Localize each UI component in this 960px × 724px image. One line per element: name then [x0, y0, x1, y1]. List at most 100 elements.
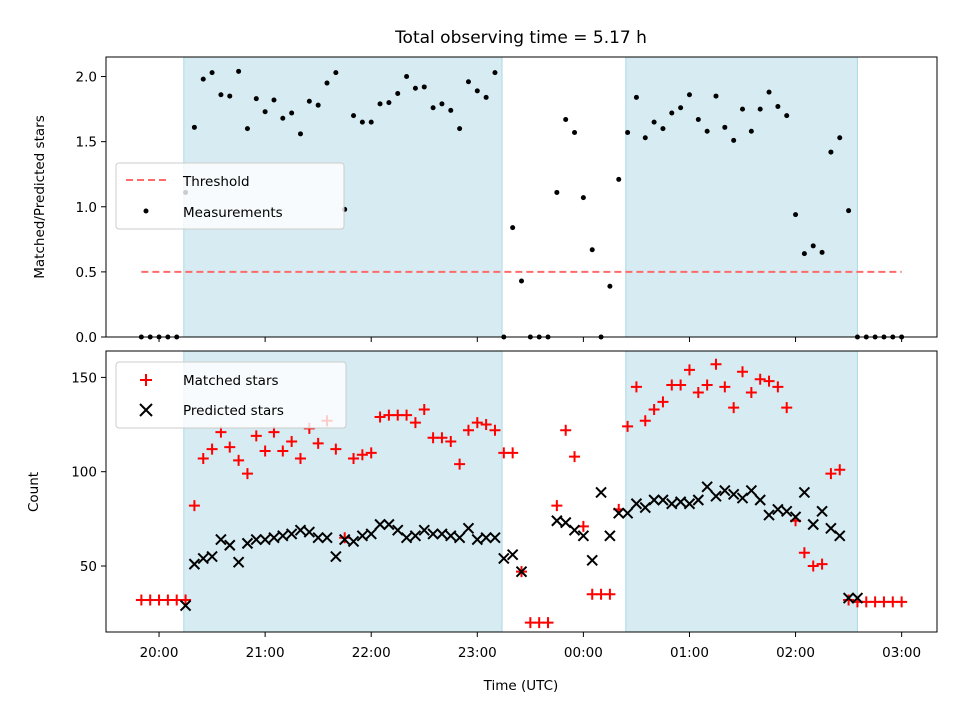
matched-stars-point: [692, 386, 704, 398]
predicted-stars-point: [259, 533, 271, 546]
measurement-point: [625, 130, 631, 136]
predicted-stars-point: [674, 496, 687, 508]
top-y-tick-label: 1.0: [76, 200, 97, 216]
matched-stars-point: [675, 379, 687, 391]
predicted-stars-point: [436, 528, 448, 540]
matched-stars-point: [445, 436, 457, 448]
threshold-legend-label: Threshold: [182, 174, 250, 190]
measurement-point: [191, 124, 197, 130]
measurement-point: [554, 189, 560, 195]
top-legend: Threshold Measurements: [115, 162, 345, 230]
matched-stars-point: [188, 500, 200, 512]
predicted-stars-point: [418, 524, 430, 536]
measurement-point: [483, 94, 489, 100]
matched-stars-point: [745, 386, 757, 398]
x-tick-label: 02:00: [776, 645, 815, 661]
predicted-stars-point: [595, 486, 607, 499]
matched-stars-point: [604, 588, 616, 600]
matched-stars-point: [418, 403, 430, 415]
measurement-point: [333, 70, 339, 76]
measurement-point: [351, 113, 357, 119]
measurement-point: [563, 117, 569, 123]
measurement-point: [244, 126, 250, 132]
measurement-point: [748, 128, 754, 134]
matched-stars-point: [294, 452, 306, 464]
predicted-stars-point: [745, 484, 758, 497]
measurement-point: [200, 76, 206, 82]
predicted-stars-point: [356, 530, 369, 542]
matched-stars-point: [569, 451, 581, 463]
matched-stars-point: [206, 443, 218, 455]
matched-stars-point: [224, 441, 236, 453]
measurement-point: [678, 105, 684, 111]
bottom-observing-interval: [625, 351, 858, 632]
matched-stars-point: [816, 558, 828, 570]
predicted-stars-point: [277, 530, 289, 542]
measurement-point: [457, 126, 463, 132]
predicted-stars-point: [197, 552, 209, 565]
predicted-stars-point: [630, 498, 643, 510]
predicted-stars-point: [727, 488, 740, 501]
predicted-stars-point: [224, 539, 236, 551]
bottom-legend: Matched stars Predicted stars: [115, 361, 347, 429]
matched-stars-point: [241, 468, 253, 480]
predicted-stars-point: [347, 535, 360, 548]
matched-stars-point: [772, 381, 784, 393]
matched-stars-point: [507, 447, 519, 459]
measurement-point: [421, 84, 427, 90]
matched-stars-point: [277, 445, 289, 457]
measurement-point: [704, 128, 710, 134]
x-tick-label: 22:00: [352, 645, 391, 661]
predicted-stars-point: [515, 565, 528, 578]
measurement-point: [837, 135, 843, 141]
matched-stars-point: [197, 452, 209, 464]
matched-stars-point: [401, 409, 413, 421]
measurement-point: [651, 119, 657, 125]
measurement-point: [324, 80, 330, 86]
predicted-stars-point: [577, 530, 590, 542]
predicted-stars-point: [480, 531, 492, 544]
matched-legend-label: Matched stars: [183, 373, 279, 389]
measurement-point: [589, 247, 595, 253]
measurement-point: [757, 106, 763, 112]
predicted-stars-point: [842, 592, 855, 604]
measurement-point: [775, 103, 781, 109]
measurement-point: [474, 88, 480, 94]
predicted-stars-point: [453, 531, 466, 544]
measurement-point: [572, 130, 578, 136]
matched-stars-point: [754, 373, 766, 385]
measurement-point: [306, 98, 312, 104]
predicted-stars-point: [692, 494, 705, 506]
matched-stars-point: [622, 420, 634, 432]
matched-stars-point: [489, 424, 501, 436]
measurement-point: [297, 131, 303, 137]
predicted-stars-point: [445, 530, 457, 542]
predicted-stars-point: [498, 552, 510, 565]
matched-stars-point: [807, 560, 819, 572]
measurement-point: [386, 100, 392, 106]
measurement-point: [766, 89, 772, 95]
matched-stars-point: [436, 432, 448, 444]
matched-stars-point: [657, 396, 669, 408]
predicted-stars-point: [330, 550, 342, 563]
predicted-stars-point: [834, 530, 846, 542]
measurement-point: [519, 278, 524, 284]
measurement-point: [236, 68, 242, 74]
x-axis-label: Time (UTC): [483, 678, 559, 694]
measurement-point: [448, 107, 454, 113]
x-tick-label: 03:00: [882, 645, 921, 661]
matched-stars-point: [374, 411, 386, 423]
chart-title: Total observing time = 5.17 h: [394, 28, 647, 48]
measurement-point: [633, 94, 639, 100]
predicted-stars-point: [427, 528, 439, 540]
measurement-point: [695, 117, 701, 123]
measurement-point: [404, 74, 410, 80]
measurement-point: [253, 96, 259, 102]
bottom-y-tick-label: 50: [80, 559, 97, 575]
matched-stars-point: [825, 468, 837, 480]
predicted-stars-point: [206, 550, 218, 563]
matched-stars-point: [233, 454, 245, 466]
predicted-legend-swatch: [139, 403, 153, 417]
predicted-stars-point: [188, 558, 201, 570]
